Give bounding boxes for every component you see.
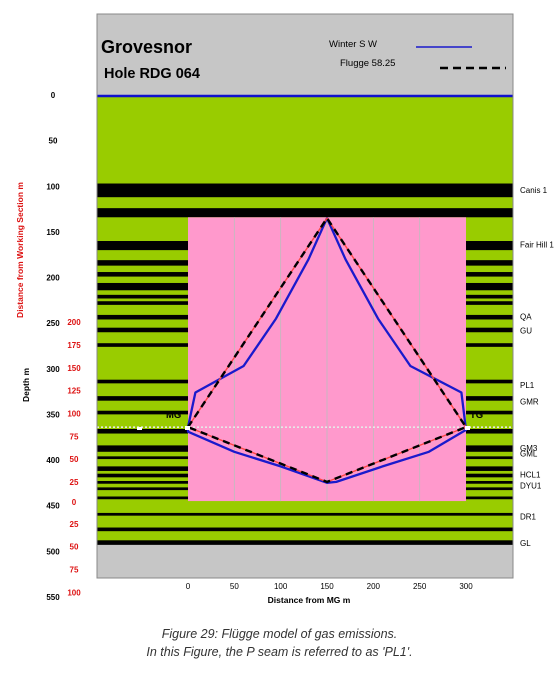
coal-seam-band [97,183,513,198]
working-section-tick-label: 50 [70,455,79,464]
working-section-tick-label: 25 [70,520,79,529]
depth-tick-label: 50 [49,137,58,146]
seam-marker-tg [465,426,470,430]
mg-label: MG [166,410,181,421]
seam-label: HCL1 [520,471,541,480]
coal-seam-band [97,208,513,218]
depth-tick-label: 500 [46,547,60,556]
depth-tick-label: 400 [46,456,60,465]
series-line-winter [186,217,468,484]
distance-tick-label: 200 [367,582,381,591]
chart-title: Grovesnor [101,37,192,57]
distance-tick-labels: 0 50 100 150 200 250 300 [186,582,473,591]
distance-tick-label: 300 [459,582,473,591]
working-section-tick-labels: 200 175 150 125 100 75 50 25 0 25 50 75 100 [67,318,81,597]
working-section-tick-label: 75 [70,432,79,441]
depth-tick-label: 150 [46,228,60,237]
seam-label: QA [520,313,532,322]
seam-label: DYU1 [520,482,542,491]
working-section-tick-label: 150 [67,364,81,373]
depth-tick-labels: 0 50 100 150 200 250 300 350 400 450 500 550 [46,91,60,602]
y-axis-label: Depth m [21,368,31,402]
depth-tick-label: 200 [46,274,60,283]
seam-label: PL1 [520,381,535,390]
working-section-tick-label: 50 [70,543,79,552]
depth-tick-label: 0 [51,91,56,100]
seam-marker-left [137,427,142,430]
depth-tick-label: 550 [46,593,60,602]
chart-subtitle: Hole RDG 064 [104,66,200,82]
distance-tick-label: 50 [230,582,239,591]
seam-label: Fair Hill 1 [520,241,554,250]
coal-seam-band [97,527,513,532]
legend-label-winter: Winter S W [329,39,377,50]
working-section-tick-label: 200 [67,318,81,327]
x-axis-label: Distance from MG m [268,595,351,605]
working-section-tick-label: 100 [67,409,81,418]
plot-frame [96,13,514,579]
depth-tick-label: 300 [46,365,60,374]
seam-label: GL [520,539,531,548]
depth-tick-label: 350 [46,410,60,419]
distance-tick-label: 150 [320,582,334,591]
working-section-tick-label: 25 [70,478,79,487]
seam-marker-mg [185,426,190,430]
legend-label-flugge: Flugge 58.25 [340,58,395,69]
figure-caption-line-1: Figure 29: Flügge model of gas emissions… [161,627,398,641]
seam-label: GMR [520,398,539,407]
seam-label: GU [520,326,532,335]
working-section-axis-label: Distance from Working Section m [15,182,25,318]
seam-label: GM3 [520,444,538,453]
coal-seam-band [97,540,513,545]
tg-label: TG [470,410,483,421]
distance-tick-label: 250 [413,582,427,591]
seam-label: DR1 [520,513,537,522]
distance-tick-label: 100 [274,582,288,591]
seam-label: Canis 1 [520,186,548,195]
working-section-tick-label: 175 [67,341,81,350]
distance-tick-label: 0 [186,582,191,591]
depth-tick-label: 450 [46,502,60,511]
seam-label: GML [520,450,538,459]
working-section-tick-label: 75 [70,566,79,575]
depth-tick-label: 100 [46,182,60,191]
working-section-tick-label: 125 [67,387,81,396]
series-line-flugge [187,216,468,484]
figure-caption-line-2: In this Figure, the P seam is referred t… [146,645,413,659]
depth-tick-label: 250 [46,319,60,328]
working-section-tick-label: 0 [72,498,77,507]
working-section-tick-label: 100 [67,588,81,597]
coal-seam-band [97,512,513,516]
